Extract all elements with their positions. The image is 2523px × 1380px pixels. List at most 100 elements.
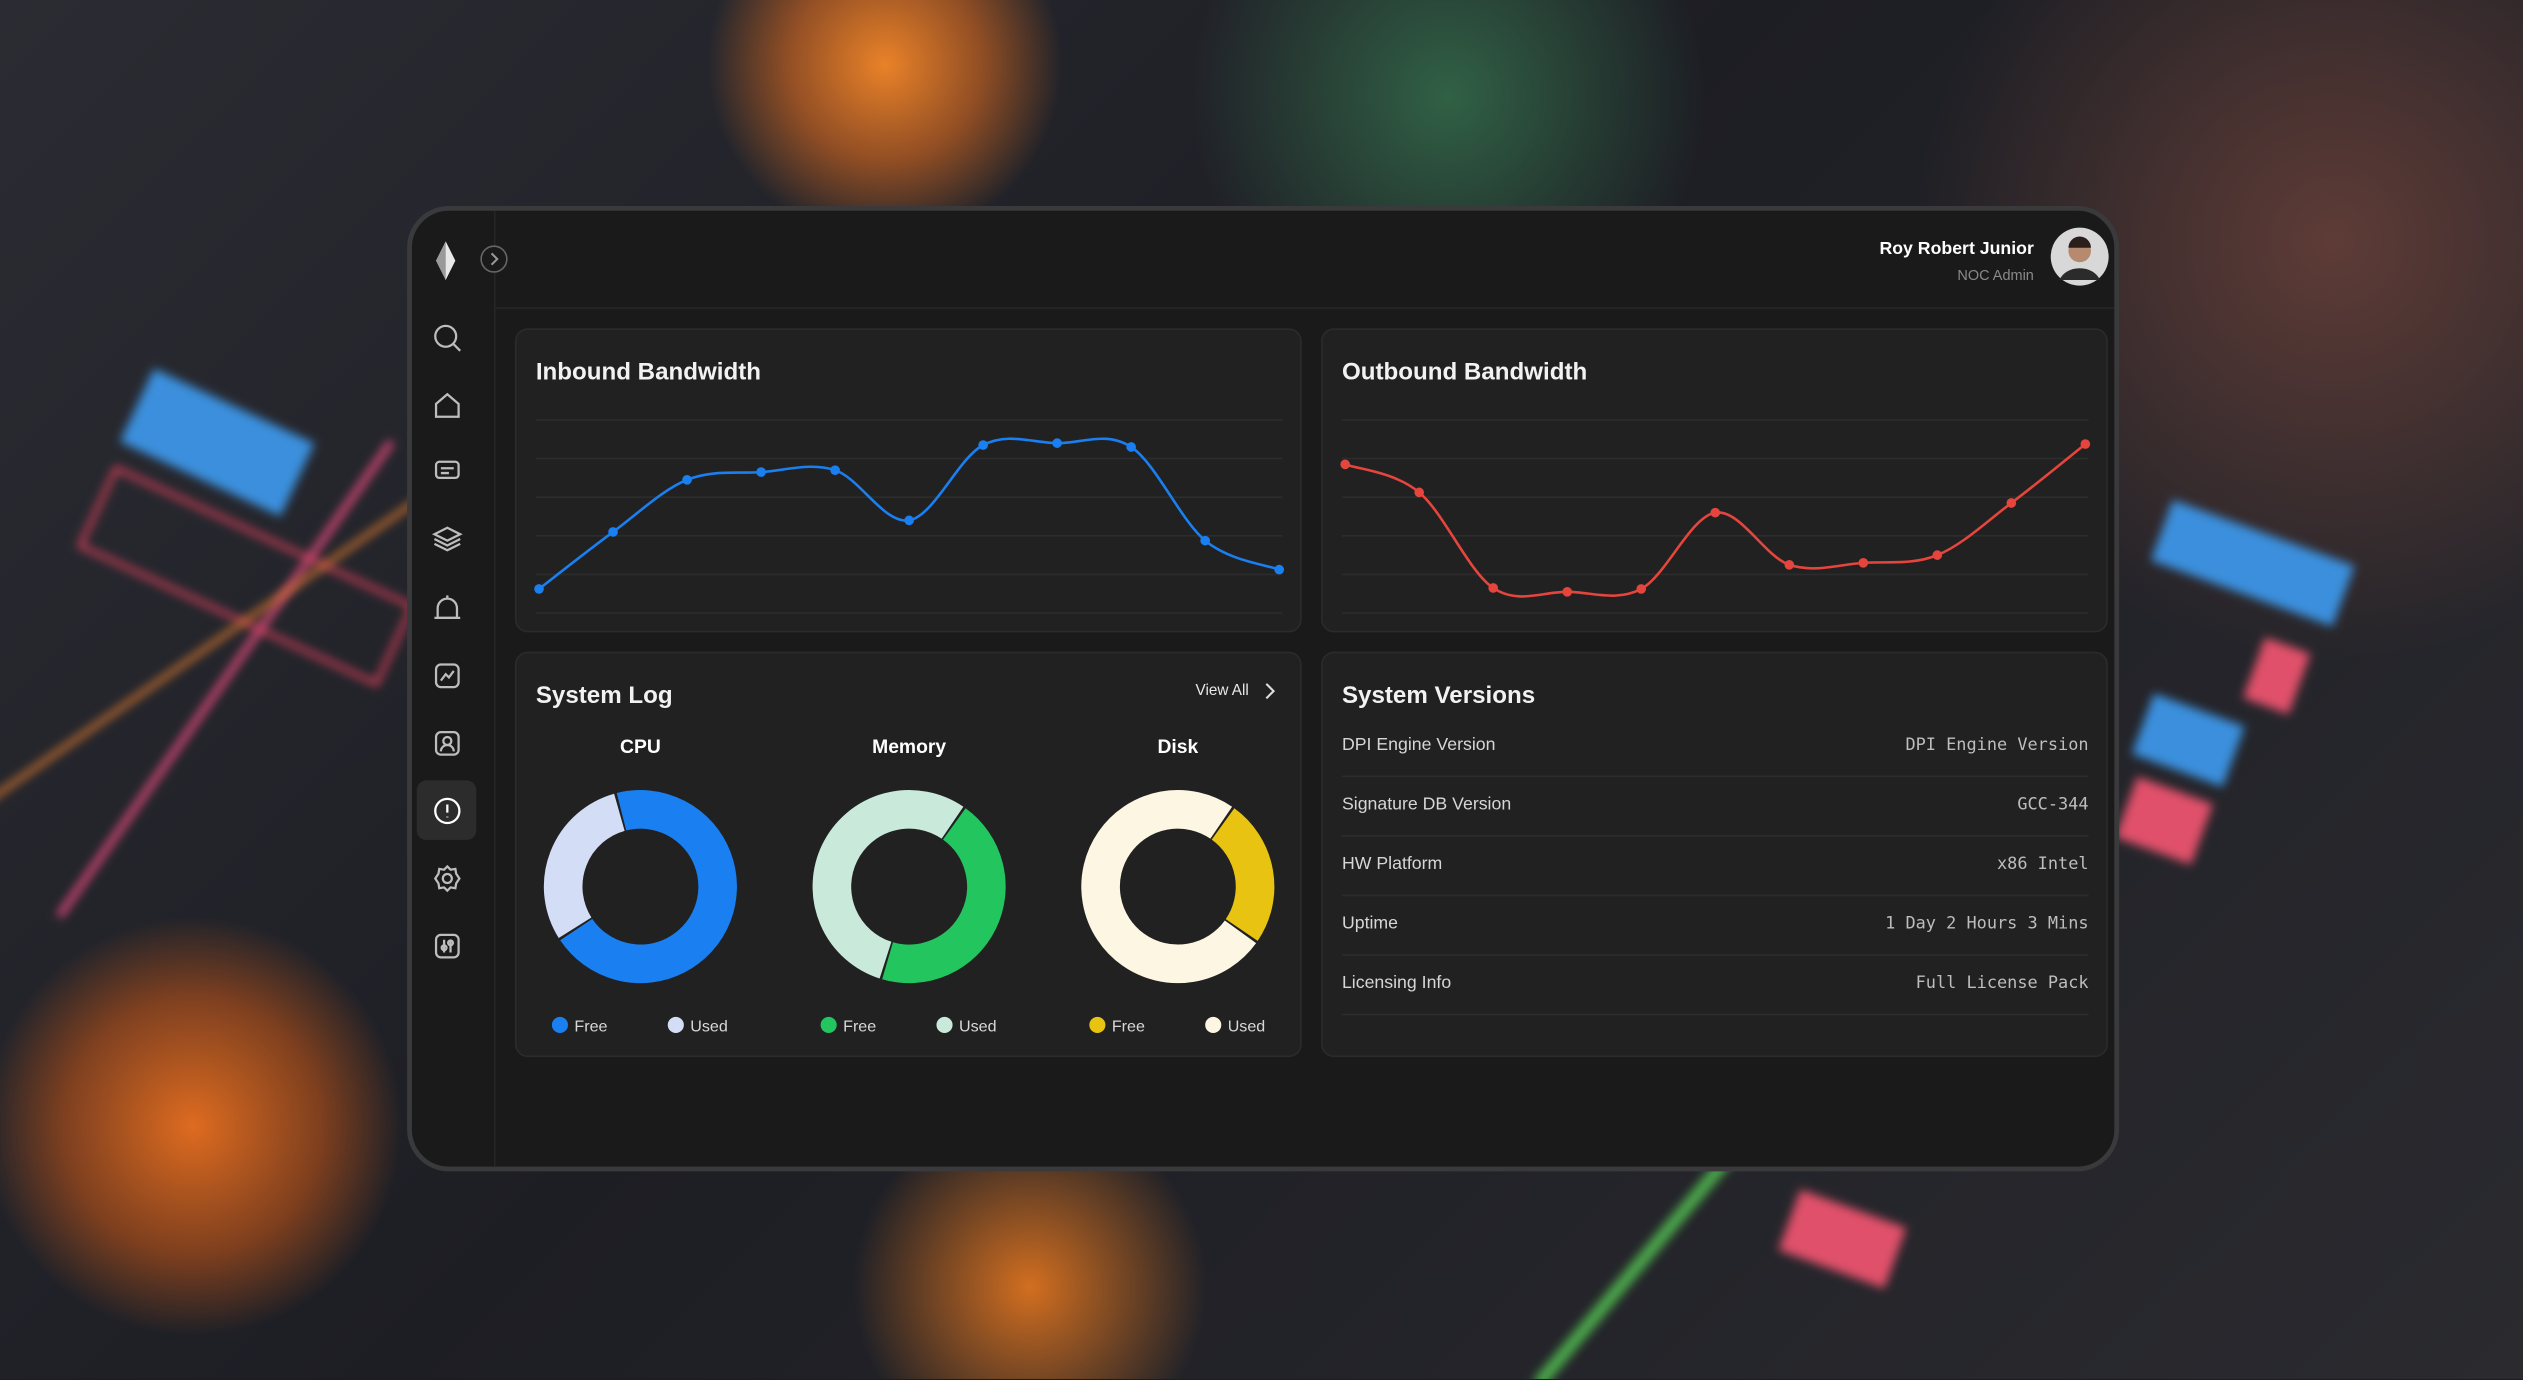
donut-title: CPU [620, 737, 661, 758]
version-label: HW Platform [1341, 854, 1443, 874]
version-label: Uptime [1341, 913, 1399, 934]
analytics-icon[interactable] [431, 660, 463, 692]
data-point [1710, 507, 1721, 518]
data-point [1052, 438, 1062, 448]
card-title: System Versions [1341, 682, 1536, 710]
data-point [1340, 459, 1350, 470]
system-log-card: System Log View All CPU Free Used Memory Fre… [514, 651, 1302, 1058]
card-title: Inbound Bandwidth [535, 358, 762, 387]
settings-icon[interactable] [431, 862, 463, 894]
version-row: Licensing Info Full License Pack [1341, 956, 2089, 1016]
logo[interactable] [433, 241, 459, 280]
card-title: Outbound Bandwidth [1341, 358, 1588, 387]
legend-label: Used [959, 1017, 997, 1035]
donut-charts: CPU Free Used Memory Free Used Disk Free Used [543, 737, 1275, 1035]
data-point [830, 465, 840, 475]
data-point [1636, 584, 1647, 594]
legend-dot [820, 1016, 837, 1034]
version-value: x86 Intel [1996, 854, 2089, 874]
legend-dot [1089, 1016, 1106, 1034]
legend-label: Free [843, 1017, 876, 1035]
sidebar [412, 210, 496, 1167]
data-point [1414, 487, 1425, 498]
data-point [904, 515, 914, 526]
system-versions-card: System Versions DPI Engine Version DPI En… [1321, 651, 2108, 1058]
avatar[interactable] [2050, 227, 2110, 287]
user-icon[interactable] [431, 727, 463, 759]
data-point [1562, 586, 1573, 597]
data-point [1200, 535, 1211, 546]
user-name: Roy Robert Junior [1879, 239, 2034, 260]
legend-label: Free [574, 1017, 607, 1035]
version-row: DPI Engine Version DPI Engine Version [1341, 718, 2089, 778]
line [1344, 443, 2087, 598]
data-point [756, 467, 766, 477]
donut-title: Disk [1157, 737, 1198, 758]
alarm-icon[interactable] [431, 592, 463, 624]
legend-dot [551, 1016, 568, 1034]
bg-bar [2131, 693, 2245, 787]
data-point [1274, 564, 1285, 575]
expand-button[interactable] [479, 245, 508, 274]
chevron [1265, 683, 1276, 700]
version-row: Uptime 1 Day 2 Hours 3 Mins [1341, 896, 2089, 956]
line-chart [1340, 419, 2091, 614]
view-all-link[interactable]: View All [1196, 682, 1278, 700]
search-icon[interactable] [431, 322, 463, 354]
version-label: Licensing Info [1341, 973, 1452, 993]
data-point [1858, 558, 1869, 568]
version-value: GCC-344 [2017, 794, 2089, 815]
version-value: DPI Engine Version [1905, 735, 2089, 755]
legend-label: Used [1228, 1017, 1266, 1035]
data-point [1932, 550, 1943, 560]
app-window: Roy Robert Junior NOC Admin Inbound Band… [407, 205, 2120, 1172]
data-point [682, 474, 692, 485]
donut-segment [543, 793, 626, 939]
version-value: 1 Day 2 Hours 3 Mins [1885, 913, 2089, 934]
bg-bar [2243, 637, 2311, 715]
user-role: NOC Admin [1957, 267, 2034, 284]
data-point [1126, 442, 1136, 452]
outbound-card: Outbound Bandwidth [1321, 328, 2108, 633]
data-point [2006, 498, 2017, 508]
donut-segment [1211, 808, 1275, 941]
layers-icon[interactable] [431, 523, 463, 555]
version-row: HW Platform x86 Intel [1341, 837, 2089, 897]
legend-label: Free [1112, 1017, 1145, 1035]
line-chart [534, 419, 1285, 614]
donut-segment [812, 790, 964, 979]
bg-bar [1778, 1189, 1907, 1289]
data-point [608, 527, 618, 537]
legend-label: Used [690, 1017, 728, 1035]
data-point [1784, 559, 1795, 570]
card-title: System Log [535, 682, 673, 710]
alert-icon[interactable] [431, 795, 463, 827]
view-all-text: View All [1195, 682, 1249, 700]
legend-dot [1205, 1016, 1222, 1034]
version-row: Signature DB Version GCC-344 [1341, 777, 2089, 837]
legend-dot [667, 1016, 684, 1034]
data-point [978, 440, 988, 450]
bg-bar [2115, 776, 2213, 865]
version-label: DPI Engine Version [1341, 735, 1496, 755]
donut-segment [560, 790, 737, 984]
version-value: Full License Pack [1915, 973, 2089, 993]
donut-title: Memory [872, 737, 946, 758]
monitor-icon[interactable] [431, 455, 463, 487]
controls-icon[interactable] [431, 930, 463, 962]
data-point [1488, 583, 1499, 593]
version-label: Signature DB Version [1341, 794, 1512, 815]
bg-bar [2150, 499, 2355, 627]
donut-segment [1081, 790, 1257, 984]
data-point [2080, 439, 2091, 449]
top-bar: Roy Robert Junior NOC Admin [480, 211, 2115, 309]
data-point [534, 584, 544, 594]
home-icon[interactable] [431, 389, 463, 421]
legend-dot [936, 1016, 953, 1034]
user-info[interactable]: Roy Robert Junior NOC Admin [1879, 237, 2033, 288]
line [538, 437, 1280, 590]
donut-segment [882, 808, 1006, 984]
inbound-card: Inbound Bandwidth [514, 328, 1302, 633]
